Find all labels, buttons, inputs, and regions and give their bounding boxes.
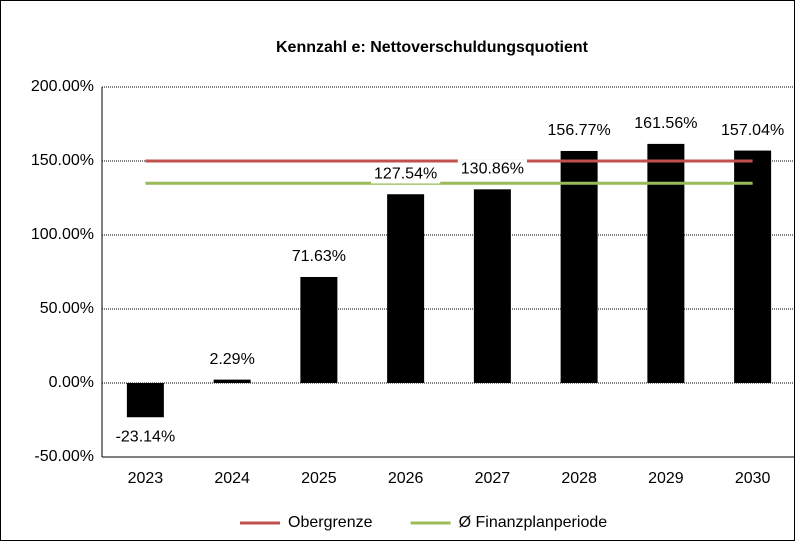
- bar: [126, 383, 164, 418]
- data-label: 127.54%: [374, 165, 437, 182]
- x-tick-label: 2028: [561, 470, 597, 487]
- x-tick-label: 2025: [301, 470, 337, 487]
- data-label-bg: [544, 121, 614, 141]
- data-label: 161.56%: [634, 115, 697, 132]
- bar: [560, 150, 598, 383]
- bar: [473, 189, 511, 383]
- y-tick-label: 150.00%: [31, 152, 94, 169]
- x-tick-label: 2024: [214, 470, 250, 487]
- y-tick-label: 50.00%: [40, 300, 94, 317]
- legend-label: Obergrenze: [288, 514, 373, 531]
- x-tick-label: 2026: [388, 470, 424, 487]
- bar: [387, 194, 425, 383]
- y-tick-label: -50.00%: [34, 448, 94, 465]
- x-tick-label: 2030: [735, 470, 771, 487]
- chart-title: Kennzahl e: Nettoverschuldungsquotient: [276, 39, 589, 56]
- data-label: 71.63%: [292, 248, 346, 265]
- bar: [734, 150, 772, 383]
- bar: [300, 276, 338, 383]
- bar: [647, 143, 685, 383]
- data-label-bg: [631, 114, 701, 134]
- data-label-bg: [457, 159, 527, 179]
- legend-label: Ø Finanzplanperiode: [459, 514, 608, 531]
- data-label-bg: [371, 164, 441, 184]
- x-tick-label: 2029: [648, 470, 684, 487]
- data-label-bg: [718, 120, 788, 140]
- data-label: -23.14%: [116, 428, 176, 445]
- y-tick-label: 0.00%: [49, 374, 94, 391]
- data-label-bg: [112, 427, 179, 447]
- x-tick-label: 2023: [128, 470, 164, 487]
- bar: [213, 379, 251, 383]
- data-label: 2.29%: [209, 351, 254, 368]
- y-tick-label: 200.00%: [31, 78, 94, 95]
- x-tick-label: 2027: [475, 470, 511, 487]
- data-label-bg: [288, 247, 350, 267]
- data-label-bg: [206, 349, 258, 369]
- data-label: 130.86%: [461, 161, 524, 178]
- data-label: 157.04%: [721, 122, 784, 139]
- y-tick-label: 100.00%: [31, 226, 94, 243]
- data-label: 156.77%: [548, 122, 611, 139]
